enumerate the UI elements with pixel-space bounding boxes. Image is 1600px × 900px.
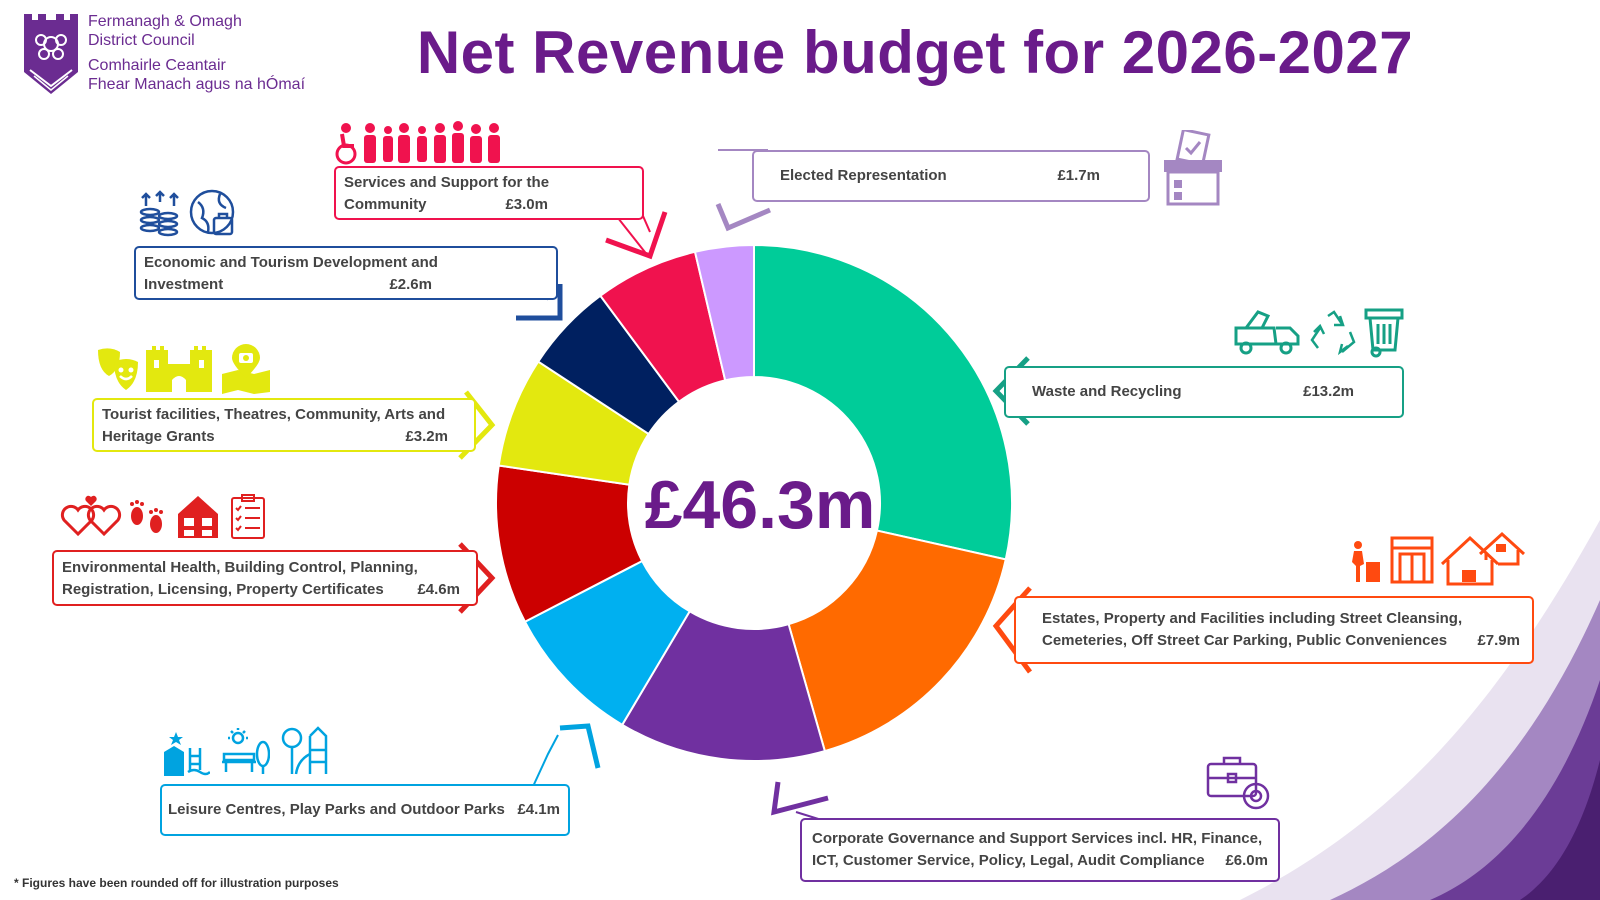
houses-icon bbox=[1440, 531, 1526, 586]
logo-line-1: Fermanagh & Omagh bbox=[88, 13, 242, 30]
label-estates-value: £7.9m bbox=[1477, 632, 1520, 649]
label-waste-value: £13.2m bbox=[1303, 383, 1354, 400]
park-bench-icon bbox=[222, 728, 270, 774]
label-elected-text: Elected Representation bbox=[780, 167, 947, 184]
label-leisure-value: £4.1m bbox=[517, 801, 560, 818]
label-waste-text: Waste and Recycling bbox=[1032, 383, 1182, 400]
arrow-services bbox=[605, 211, 668, 260]
bin-lorry-icon bbox=[1234, 310, 1300, 355]
label-waste: Waste and Recycling £13.2m bbox=[1004, 366, 1404, 418]
label-leisure-text: Leisure Centres, Play Parks and Outdoor … bbox=[168, 801, 505, 818]
label-tourist: Tourist facilities, Theatres, Community,… bbox=[92, 398, 476, 452]
label-tourist-line1: Tourist facilities, Theatres, Community,… bbox=[102, 406, 446, 423]
footnote: * Figures have been rounded off for illu… bbox=[14, 876, 339, 890]
label-estates-line1: Estates, Property and Facilities includi… bbox=[1042, 610, 1463, 627]
recycle-icon bbox=[1310, 310, 1356, 356]
label-services-value: £3.0m bbox=[505, 196, 548, 213]
donut-slice-1 bbox=[753, 243, 1013, 561]
donut-slice-2 bbox=[787, 529, 1007, 753]
label-economic-value: £2.6m bbox=[389, 276, 432, 293]
total-value: £46.3m bbox=[644, 467, 876, 543]
arrow-corporate bbox=[771, 781, 829, 816]
shopfront-icon bbox=[1390, 536, 1434, 584]
label-corporate-line2: ICT, Customer Service, Policy, Legal, Au… bbox=[812, 852, 1205, 869]
label-tourist-line2: Heritage Grants bbox=[102, 428, 215, 445]
playground-icon bbox=[281, 726, 328, 775]
arrow-leisure bbox=[559, 723, 601, 769]
footprints-icon bbox=[130, 500, 163, 533]
label-envhealth-line1: Environmental Health, Building Control, … bbox=[62, 559, 418, 576]
checklist-icon bbox=[231, 494, 265, 539]
label-services-line1: Services and Support for the bbox=[344, 174, 550, 191]
donut-slice-9 bbox=[693, 243, 755, 382]
label-economic: Economic and Tourism Development and Inv… bbox=[134, 246, 558, 300]
label-elected: Elected Representation £1.7m bbox=[752, 150, 1150, 202]
logo-line-4: Fhear Manach agus na hÓmaí bbox=[88, 76, 306, 93]
swimming-icon bbox=[164, 732, 210, 776]
label-services-line2: Community bbox=[344, 196, 427, 213]
arrow-economic bbox=[516, 284, 563, 321]
label-tourist-value: £3.2m bbox=[405, 428, 448, 445]
label-envhealth: Environmental Health, Building Control, … bbox=[52, 550, 478, 606]
label-corporate: Corporate Governance and Support Service… bbox=[800, 818, 1280, 882]
globe-icon bbox=[189, 189, 235, 236]
castle-icon bbox=[146, 346, 212, 392]
label-corporate-value: £6.0m bbox=[1225, 852, 1268, 869]
hearts-icon bbox=[60, 495, 122, 537]
map-pin-icon bbox=[222, 344, 270, 394]
donut-slice-3 bbox=[620, 609, 827, 762]
litter-icon bbox=[1352, 541, 1380, 582]
label-corporate-line1: Corporate Governance and Support Service… bbox=[812, 830, 1263, 847]
house-icon bbox=[178, 496, 218, 538]
people-icon bbox=[335, 121, 500, 165]
label-estates: Estates, Property and Facilities includi… bbox=[1014, 596, 1534, 664]
label-services: Services and Support for the Community £… bbox=[334, 166, 644, 220]
label-leisure: Leisure Centres, Play Parks and Outdoor … bbox=[160, 784, 570, 836]
briefcase-icon bbox=[1206, 756, 1270, 810]
logo-line-2: District Council bbox=[88, 32, 195, 49]
arrow-elected bbox=[715, 203, 771, 232]
page-title: Net Revenue budget for 2026-2027 bbox=[416, 19, 1414, 86]
coins-icon bbox=[139, 190, 179, 237]
label-elected-value: £1.7m bbox=[1057, 167, 1100, 184]
label-economic-line1: Economic and Tourism Development and bbox=[144, 254, 438, 271]
label-estates-line2: Cemeteries, Off Street Car Parking, Publ… bbox=[1042, 632, 1448, 649]
wheelie-bin-icon bbox=[1364, 308, 1404, 358]
label-envhealth-value: £4.6m bbox=[417, 581, 460, 598]
theatre-masks-icon bbox=[98, 348, 138, 390]
ballot-box-icon bbox=[1164, 130, 1222, 206]
logo-line-3: Comhairle Ceantair bbox=[88, 57, 226, 74]
council-logo: Fermanagh & Omagh District Council Comha… bbox=[22, 12, 322, 102]
label-envhealth-line2: Registration, Licensing, Property Certif… bbox=[62, 581, 384, 598]
council-crest-icon bbox=[24, 14, 78, 94]
label-economic-line2: Investment bbox=[144, 276, 224, 293]
